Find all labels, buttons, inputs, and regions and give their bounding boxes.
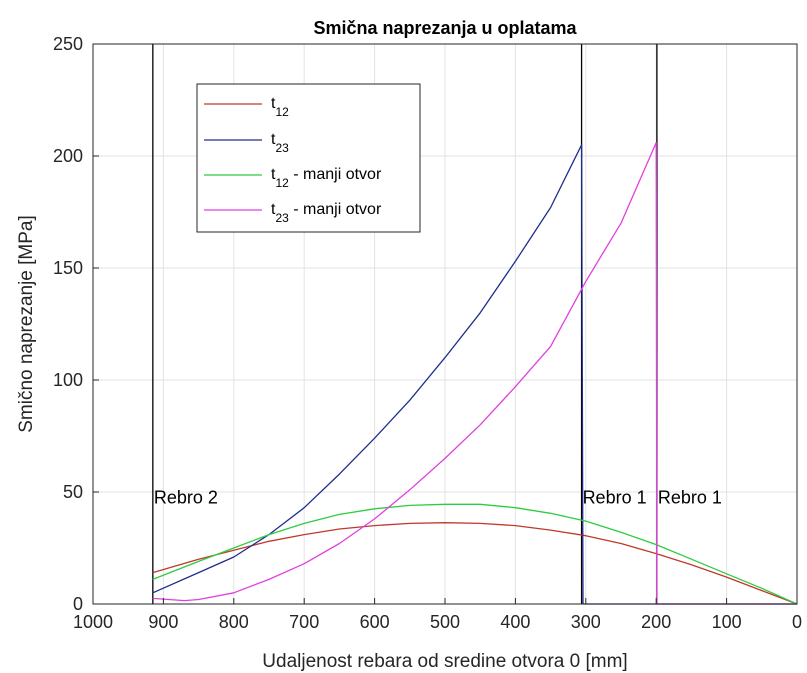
- x-tick-label: 0: [792, 612, 802, 632]
- legend-entry-subscript: 23: [275, 211, 289, 225]
- legend-entry-base: t: [271, 166, 276, 183]
- legend-entry-subscript: 12: [275, 176, 289, 190]
- x-tick-label: 600: [360, 612, 390, 632]
- y-tick-label: 200: [53, 146, 83, 166]
- x-tick-label: 1000: [73, 612, 113, 632]
- legend-entry: t23 - manji otvor: [271, 201, 382, 225]
- x-tick-label: 900: [148, 612, 178, 632]
- x-tick-label: 100: [712, 612, 742, 632]
- x-tick-label: 200: [641, 612, 671, 632]
- series-line-3: [152, 503, 798, 605]
- y-tick-label: 150: [53, 258, 83, 278]
- legend-entry: t12 - manji otvor: [271, 166, 382, 190]
- legend-entry-base: t: [271, 95, 276, 112]
- y-axis-label: Smično naprezanje [MPa]: [16, 215, 37, 433]
- x-tick-label: 800: [219, 612, 249, 632]
- legend-entry: t23: [271, 131, 289, 155]
- x-tick-label: 500: [430, 612, 460, 632]
- legend-entry-subscript: 12: [275, 105, 289, 119]
- legend-entry-subscript: 23: [275, 141, 289, 155]
- x-tick-label: 400: [500, 612, 530, 632]
- x-axis-label: Udaljenost rebara od sredine otvora 0 [m…: [262, 651, 627, 672]
- rebro-label: Rebro 2: [154, 487, 218, 507]
- series-lines: [152, 141, 798, 605]
- legend-entry: t12: [271, 95, 289, 119]
- rebro-label: Rebro 1: [658, 487, 722, 507]
- rebro-annotations: Rebro 2 Rebro 1 Rebro 1: [154, 487, 722, 507]
- x-axis-ticks: 1000 900 800 700 600 500 400 300 200 100 0: [73, 598, 802, 632]
- chart-title: Smična naprezanja u oplatama: [313, 18, 577, 38]
- y-tick-label: 100: [53, 370, 83, 390]
- x-tick-label: 700: [289, 612, 319, 632]
- legend-box: [196, 83, 421, 233]
- y-tick-label: 250: [53, 34, 83, 54]
- series-line-1: [152, 522, 798, 605]
- y-tick-label: 50: [63, 482, 83, 502]
- y-tick-label: 0: [73, 594, 83, 614]
- y-axis-ticks: 0 50 100 150 200 250: [53, 34, 99, 614]
- legend-entry-base: t: [271, 131, 276, 148]
- x-tick-label: 300: [571, 612, 601, 632]
- rebro-label: Rebro 1: [583, 487, 647, 507]
- legend-entry-suffix: - manji otvor: [289, 166, 382, 183]
- legend-entry-base: t: [271, 201, 276, 218]
- legend-entry-suffix: - manji otvor: [289, 201, 382, 218]
